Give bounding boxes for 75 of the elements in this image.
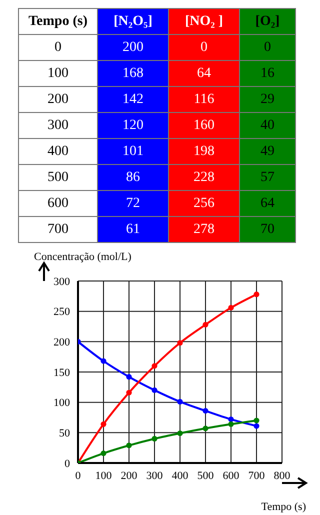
data-label: 168 — [98, 60, 168, 86]
point — [177, 340, 183, 346]
point — [100, 450, 106, 456]
x-tick-label: 600 — [222, 470, 240, 482]
x-tick-label: 100 — [95, 470, 112, 482]
y-tick-label: 100 — [18, 60, 98, 86]
x-tick-label: 400 — [172, 470, 189, 482]
y-tick-label: 50 — [59, 428, 70, 440]
data-label: 64 — [168, 60, 240, 86]
data-label: 278 — [168, 216, 240, 242]
point — [177, 398, 183, 405]
y-axis-title: Concentração (mol/L) — [34, 251, 132, 263]
data-label: 142 — [98, 86, 168, 112]
x-tick-label: [NO₂ ] — [168, 8, 240, 34]
x-tick-label: 0 — [75, 470, 82, 482]
point — [126, 374, 132, 380]
data-label: 120 — [98, 112, 168, 138]
point — [126, 390, 132, 396]
point — [202, 426, 208, 432]
data-label: 160 — [168, 112, 240, 138]
data-label: 29 — [240, 86, 296, 112]
x-tick-label: 800 — [274, 470, 291, 482]
data-label: 0 — [168, 34, 240, 60]
data-label: 57 — [240, 164, 296, 190]
data-label: 116 — [168, 86, 240, 112]
point — [152, 436, 158, 442]
point — [177, 430, 183, 436]
point — [202, 408, 208, 414]
point — [228, 304, 234, 310]
point — [228, 416, 234, 422]
point — [126, 442, 132, 448]
y-tick-label: 0 — [64, 458, 70, 470]
point — [100, 358, 106, 364]
point — [254, 292, 260, 298]
point — [152, 363, 158, 369]
data-label: 72 — [98, 190, 168, 216]
y-tick-label: 500 — [18, 164, 98, 190]
y-tick-label: 100 — [54, 397, 70, 410]
y-tick-label: 600 — [18, 190, 98, 216]
data-label: 61 — [98, 216, 168, 242]
data-label: 101 — [98, 138, 168, 164]
data-label: 198 — [168, 138, 240, 164]
x-tick-label: 500 — [197, 470, 214, 482]
data-label: 200 — [98, 34, 168, 60]
data-label: 64 — [240, 190, 296, 216]
point — [254, 423, 260, 429]
data-label: 16 — [240, 60, 296, 86]
data-label: 40 — [240, 112, 296, 138]
data-label: 0 — [240, 34, 296, 60]
y-tick-label: 250 — [54, 306, 70, 318]
data-label: 256 — [168, 190, 240, 216]
point — [254, 418, 260, 424]
y-tick-label: 0 — [18, 34, 98, 60]
x-tick-label: 200 — [120, 470, 138, 482]
point — [228, 421, 234, 427]
point — [100, 421, 106, 427]
point — [202, 322, 208, 328]
y-tick-label: 700 — [18, 216, 98, 242]
x-tick-label: 300 — [146, 470, 164, 482]
y-tick-label: 150 — [54, 366, 70, 379]
data-label: 228 — [168, 164, 240, 190]
x-axis-title: Tempo (s) — [261, 501, 306, 513]
point — [152, 387, 158, 393]
y-axis-title: Tempo (s) — [18, 8, 98, 34]
x-tick-label: [N₂O₅] — [98, 8, 168, 34]
x-tick-label: 700 — [248, 470, 266, 482]
y-tick-label: 300 — [54, 276, 70, 288]
x-tick-label: [O₂] — [240, 8, 296, 34]
data-label: 86 — [98, 164, 168, 190]
data-label: 49 — [240, 138, 296, 164]
data-label: 70 — [240, 216, 296, 242]
y-tick-label: 400 — [18, 138, 98, 164]
y-tick-label: 200 — [18, 86, 98, 112]
y-tick-label: 200 — [54, 336, 70, 349]
y-tick-label: 300 — [18, 112, 98, 138]
